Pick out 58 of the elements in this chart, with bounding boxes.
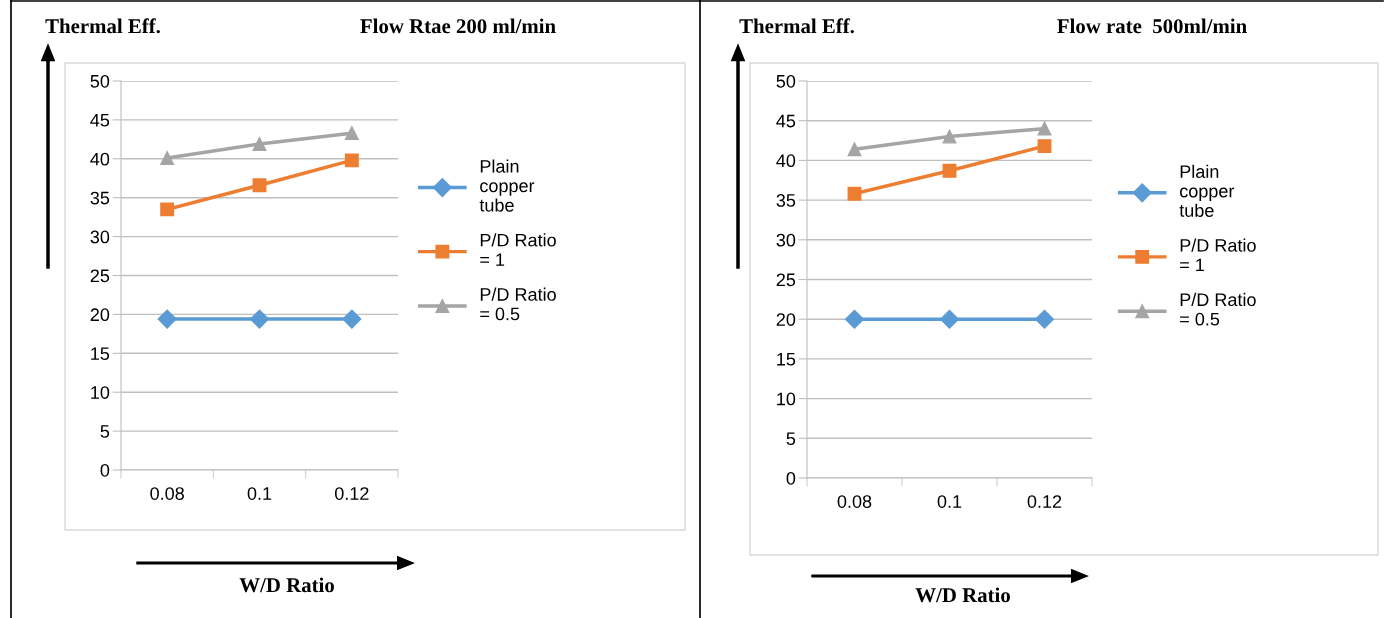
x-axis-title: W/D Ratio	[915, 587, 1010, 603]
point	[1034, 309, 1055, 329]
x-tick-label: 0.12	[334, 487, 369, 500]
point	[1037, 139, 1052, 154]
legend-label: P/D Ratio = 0.5	[480, 287, 556, 321]
legend-label: Plain copper tube	[479, 159, 535, 212]
y-tick-label: 40	[90, 152, 110, 166]
point	[252, 178, 267, 193]
y-tick-label: 30	[776, 233, 796, 247]
text: Flow Rtae 200 ml/min	[360, 18, 556, 34]
y-axis-title: Thermal Eff.	[739, 18, 854, 34]
y-tick-label: 0	[786, 471, 796, 485]
point	[847, 186, 862, 201]
point	[160, 202, 175, 217]
point	[252, 137, 267, 151]
legend-label: P/D Ratio = 1	[480, 233, 556, 266]
point	[344, 153, 359, 168]
point	[249, 309, 270, 329]
y-tick-label: 45	[90, 114, 110, 127]
y-axis-title: Thermal Eff.	[45, 18, 160, 34]
x-tick-label: 0.1	[937, 495, 962, 508]
point	[160, 151, 175, 165]
legend-label: Plain copper tube	[1179, 164, 1235, 217]
point	[1037, 121, 1052, 136]
y-tick-label: 35	[90, 191, 110, 205]
y-tick-label: 10	[777, 392, 796, 406]
x-tick-label: 0.1	[247, 487, 272, 500]
point	[942, 129, 957, 144]
y-tick-label: 0	[100, 463, 110, 477]
y-tick-label: 15	[777, 353, 796, 366]
point	[847, 142, 862, 157]
point	[157, 309, 177, 329]
x-tick-label: 0.08	[837, 495, 872, 508]
y-tick-label: 35	[776, 194, 796, 207]
y-tick-label: 20	[776, 313, 796, 326]
y-tick-label: 40	[776, 154, 796, 168]
y-tick-label: 25	[90, 269, 110, 283]
point	[939, 309, 960, 329]
text: Flow rate 500ml/min	[1057, 18, 1247, 34]
point	[942, 163, 957, 178]
x-tick-label: 0.08	[150, 487, 184, 500]
y-tick-label: 15	[91, 347, 110, 361]
y-tick-label: 20	[90, 308, 110, 322]
legend-label: P/D Ratio = 0.5	[1180, 292, 1256, 326]
y-tick-label: 50	[90, 74, 110, 88]
point	[844, 309, 865, 329]
point	[342, 309, 362, 329]
y-tick-label: 45	[776, 114, 796, 128]
y-tick-label: 50	[776, 74, 796, 88]
y-tick-label: 30	[90, 230, 110, 244]
y-tick-label: 5	[786, 432, 796, 446]
y-tick-label: 5	[100, 425, 110, 438]
y-tick-label: 25	[776, 273, 796, 287]
x-axis-title: W/D Ratio	[239, 577, 334, 593]
point	[344, 126, 359, 141]
x-tick-label: 0.12	[1027, 495, 1062, 508]
legend-label: P/D Ratio = 1	[1180, 238, 1256, 272]
y-tick-label: 10	[91, 386, 110, 399]
